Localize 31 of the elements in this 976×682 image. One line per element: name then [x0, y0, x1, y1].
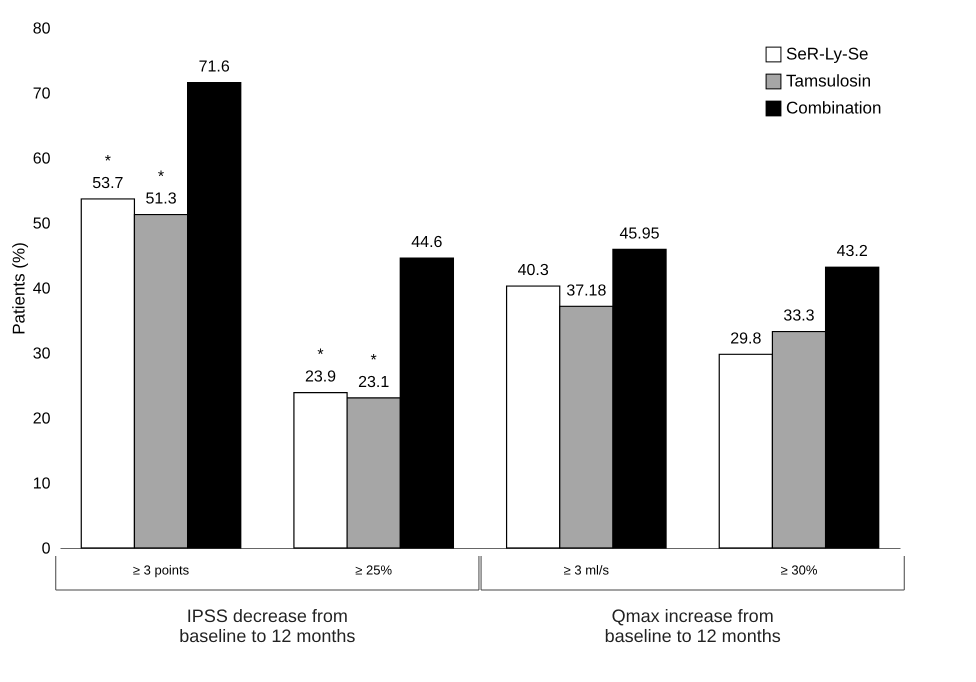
legend-label: SeR-Ly-Se: [786, 44, 869, 64]
x-tick-label: ≥ 3 ml/s: [564, 562, 610, 578]
y-tick-label: 60: [32, 150, 51, 168]
y-tick-label: 80: [32, 20, 51, 38]
x-tick-label: ≥ 30%: [780, 562, 818, 578]
y-tick-label: 40: [32, 280, 51, 298]
data-label: * 23.9: [304, 346, 336, 386]
data-label: 45.95: [619, 225, 660, 242]
y-axis-title: Patients (%): [10, 242, 29, 335]
text: IPSS decrease from baseline to 12 months: [179, 606, 356, 646]
y-tick-label: 10: [32, 476, 51, 492]
legend-label: Combination: [786, 98, 882, 118]
y-tick-label: 70: [32, 86, 51, 102]
data-label: 44.6: [411, 234, 443, 252]
x-tick-label: ≥ 25%: [355, 562, 392, 578]
y-tick-label: 20: [32, 410, 51, 428]
data-label: 43.2: [836, 243, 868, 260]
data-label: * 51.3: [145, 168, 177, 208]
y-tick-label: 30: [32, 346, 51, 362]
y-tick-label: 50: [32, 216, 51, 232]
text: Qmax increase from baseline to 12 months: [604, 606, 781, 646]
data-label: 40.3: [518, 262, 549, 280]
data-label: * 23.1: [358, 352, 390, 391]
data-label: 71.6: [198, 58, 230, 76]
y-tick-label: 0: [42, 540, 51, 558]
data-label: 29.8: [730, 330, 762, 348]
x-tick-label: ≥ 3 points: [132, 562, 190, 578]
data-label: 33.3: [783, 308, 815, 325]
data-label: 37.18: [566, 282, 606, 300]
data-label: * 53.7: [92, 152, 124, 192]
legend-label: Tamsulosin: [786, 72, 872, 90]
